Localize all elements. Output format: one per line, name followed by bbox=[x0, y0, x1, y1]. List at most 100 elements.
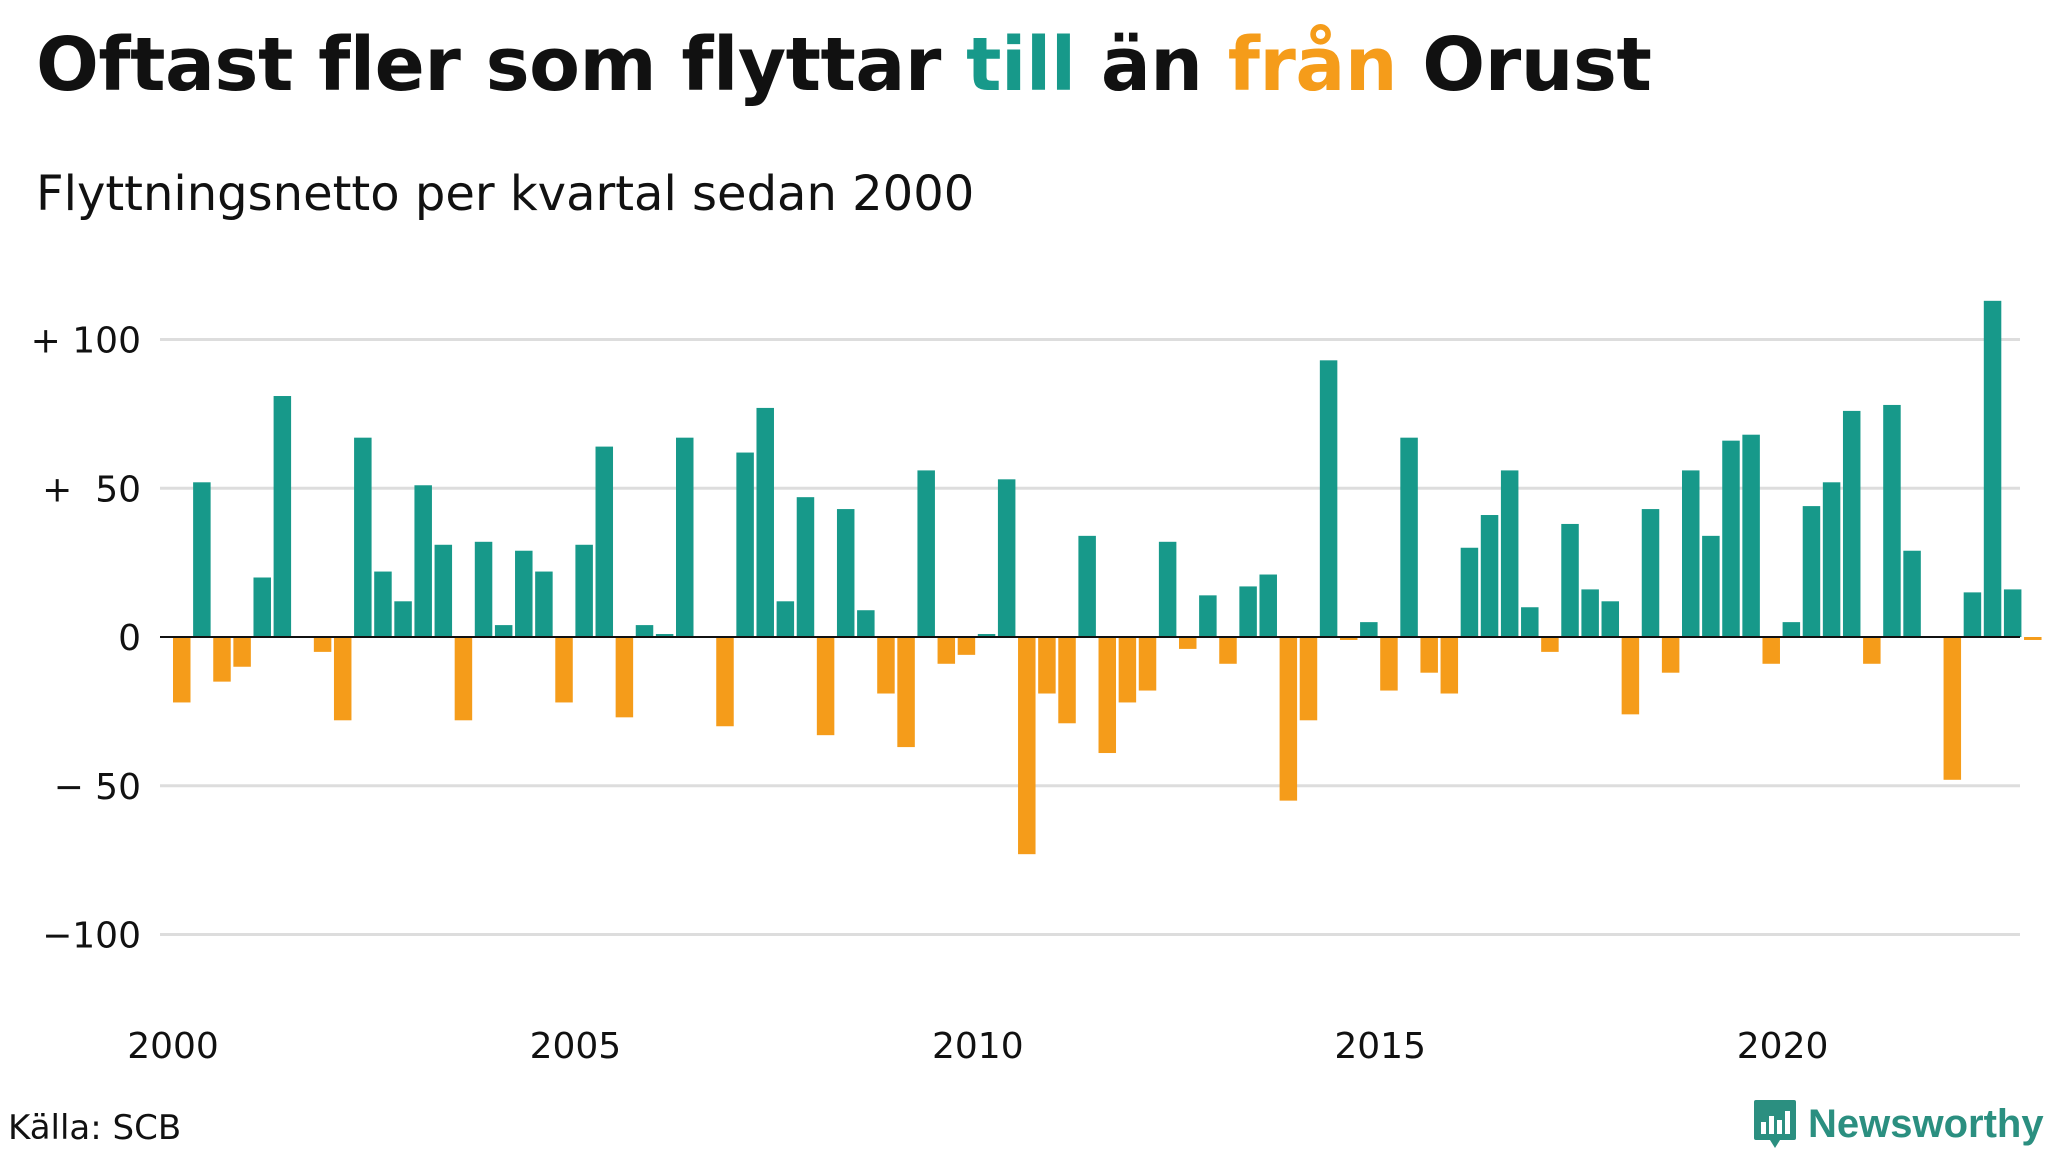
bar bbox=[1702, 535, 1720, 637]
bar bbox=[1742, 434, 1760, 637]
bar bbox=[575, 544, 593, 637]
bar bbox=[1500, 470, 1519, 637]
bar bbox=[313, 637, 332, 652]
y-tick-label: + 100 bbox=[31, 321, 141, 362]
bar bbox=[1018, 637, 1036, 855]
bar bbox=[615, 637, 634, 718]
title-part-1: Oftast fler som flyttar bbox=[36, 22, 967, 108]
bar bbox=[1762, 637, 1780, 664]
bar bbox=[1963, 592, 1982, 638]
source-note: Källa: SCB bbox=[8, 1108, 182, 1148]
brand-logo[interactable]: Newsworthy bbox=[1752, 1098, 2044, 1150]
newsworthy-logo-icon bbox=[1754, 1100, 1796, 1148]
bar bbox=[1339, 637, 1358, 640]
title-part-3: Orust bbox=[1397, 22, 1652, 108]
bar bbox=[1863, 637, 1881, 664]
bar bbox=[434, 544, 453, 637]
chart-title: Oftast fler som flyttar till än från Oru… bbox=[36, 22, 1652, 108]
bar bbox=[1319, 360, 1338, 637]
bar bbox=[494, 625, 513, 637]
bar bbox=[937, 637, 956, 664]
y-tick-label: + 50 bbox=[42, 469, 141, 510]
bar bbox=[233, 637, 251, 667]
bar bbox=[676, 437, 694, 637]
bars bbox=[173, 300, 2042, 855]
y-tick-label: −100 bbox=[42, 916, 141, 957]
bar bbox=[897, 637, 915, 748]
bar bbox=[977, 634, 996, 637]
bar bbox=[374, 571, 392, 637]
bar bbox=[1078, 535, 1096, 637]
bar bbox=[816, 637, 835, 736]
bar bbox=[1118, 637, 1137, 703]
bar bbox=[1219, 637, 1237, 664]
x-axis-ticks: 2000 2005 2010 2015 2020 bbox=[127, 1026, 1828, 1067]
bar bbox=[454, 637, 473, 721]
bar bbox=[1983, 300, 2002, 637]
bar bbox=[1460, 547, 1479, 637]
bar bbox=[796, 497, 815, 637]
bar bbox=[1943, 637, 1962, 780]
chart-subtitle: Flyttningsnetto per kvartal sedan 2000 bbox=[36, 166, 975, 222]
bar bbox=[1380, 637, 1398, 691]
bar bbox=[354, 437, 372, 637]
x-tick-label: 2015 bbox=[1334, 1026, 1426, 1067]
title-highlight-fran: från bbox=[1227, 22, 1398, 108]
brand-name: Newsworthy bbox=[1808, 1101, 2044, 1146]
bar bbox=[1279, 637, 1298, 801]
x-tick-label: 2005 bbox=[530, 1026, 622, 1067]
bar bbox=[1179, 637, 1197, 649]
bar bbox=[193, 482, 211, 637]
bar bbox=[213, 637, 231, 682]
bar bbox=[1521, 607, 1539, 637]
bar bbox=[1722, 440, 1740, 637]
bar bbox=[1400, 437, 1418, 637]
bar bbox=[917, 470, 935, 637]
bar bbox=[1883, 404, 1901, 637]
bar bbox=[515, 550, 533, 638]
bar bbox=[655, 634, 674, 637]
bar bbox=[877, 637, 895, 694]
y-tick-label: 0 bbox=[118, 618, 141, 659]
bar bbox=[253, 577, 271, 637]
bar bbox=[1259, 574, 1277, 637]
y-tick-label: − 50 bbox=[54, 767, 141, 808]
bar bbox=[1822, 482, 1841, 637]
bar bbox=[535, 571, 553, 637]
bar bbox=[1641, 509, 1660, 637]
x-tick-label: 2000 bbox=[127, 1026, 219, 1067]
bar bbox=[1480, 515, 1499, 637]
bar bbox=[776, 601, 795, 637]
bar bbox=[1098, 637, 1117, 754]
bar bbox=[1682, 470, 1700, 637]
bar bbox=[736, 452, 754, 637]
bar bbox=[1138, 637, 1157, 691]
grid-lines bbox=[160, 338, 2020, 936]
bar bbox=[1360, 622, 1378, 638]
bar bbox=[1058, 637, 1076, 724]
bar bbox=[756, 407, 774, 637]
bar bbox=[2003, 589, 2022, 637]
bar bbox=[273, 396, 292, 637]
bar bbox=[997, 479, 1016, 637]
bar bbox=[1842, 410, 1861, 637]
bar bbox=[1199, 595, 1217, 637]
bar bbox=[333, 637, 352, 721]
bar bbox=[173, 637, 191, 703]
bar bbox=[1661, 637, 1680, 673]
bar bbox=[1239, 586, 1257, 637]
bar bbox=[2024, 637, 2042, 640]
bar bbox=[1782, 622, 1801, 638]
bar bbox=[957, 637, 976, 655]
y-axis-ticks: + 100 + 50 0 − 50 −100 bbox=[31, 321, 141, 957]
bar bbox=[1299, 637, 1318, 721]
bar bbox=[414, 485, 432, 637]
bar bbox=[1420, 637, 1438, 673]
bar bbox=[595, 446, 614, 637]
bar bbox=[1903, 550, 1921, 638]
bar bbox=[394, 601, 412, 637]
bar bbox=[1561, 523, 1579, 637]
title-highlight-till: till bbox=[966, 22, 1076, 108]
bar bbox=[1621, 637, 1640, 715]
